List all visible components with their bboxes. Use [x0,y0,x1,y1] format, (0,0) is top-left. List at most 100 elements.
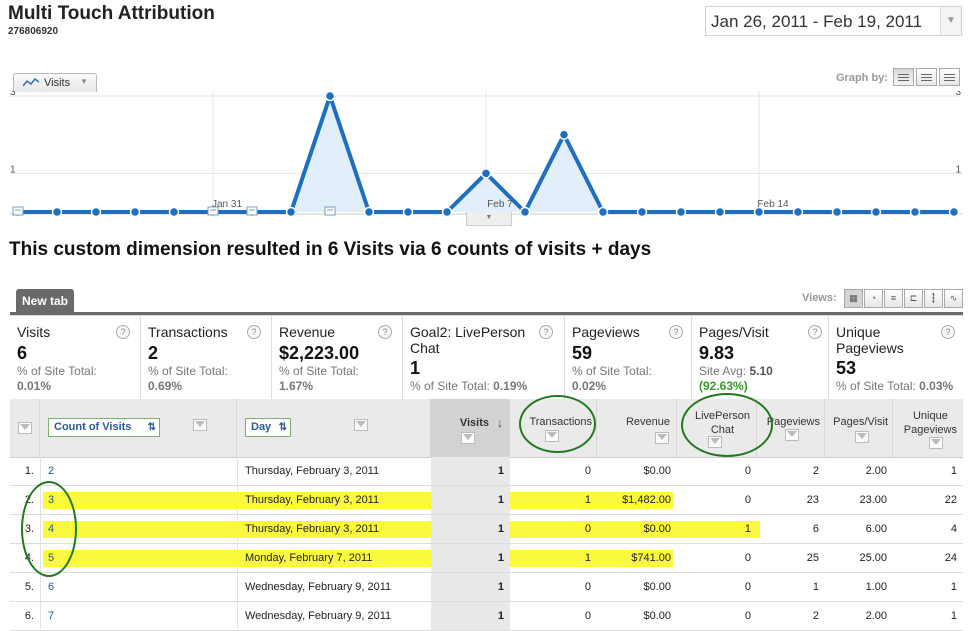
day-cell: Monday, February 7, 2011 [245,552,373,564]
data-point [441,206,453,218]
pie-view-icon[interactable]: ◔ [864,289,883,308]
scorecard-pageviews: Pageviews ? 59 % of Site Total: 0.02% [565,316,692,400]
help-icon[interactable]: ? [808,325,822,339]
count-of-visits-link[interactable]: 7 [48,610,55,622]
scorecard-label: Goal2: LivePerson Chat [410,324,526,356]
chart-area [18,96,954,212]
annotation-circle-transactions [519,395,596,453]
dimension-label: Count of Visits [54,421,132,433]
scorecard-sub: % of Site Total: [836,379,916,393]
help-icon[interactable]: ? [116,325,130,339]
count-of-visits-link[interactable]: 6 [48,581,55,593]
th-dimension-1: Count of Visits ⇅ [40,399,237,457]
data-point [363,206,375,218]
help-icon[interactable]: ? [378,325,392,339]
graph-by-day-button[interactable] [893,68,914,86]
table-row: 4. 5 Monday, February 7, 2011 1 1 $741.00 0 25 2… [10,544,963,573]
sort-icon[interactable] [929,437,943,449]
scorecard-revenue: Revenue ? $2,223.00 % of Site Total: 1.6… [272,316,403,400]
scorecard-sub: % of Site Total: [279,364,359,378]
liveperson-cell: 1 [744,523,751,535]
dimension-label: Day [251,421,272,433]
day-cell: Wednesday, February 9, 2011 [245,610,392,622]
sparkline-view-icon[interactable]: ∿ [944,289,963,308]
help-icon[interactable]: ? [669,325,683,339]
sort-icon[interactable] [354,419,368,431]
y-tick-label: 1 [10,164,16,175]
annotation-icon [12,206,24,216]
comparison-view-icon[interactable]: ┇ [924,289,943,308]
profile-id: 276806920 [8,26,59,37]
pages-per-visit-cell: 23.00 [859,494,887,506]
scorecard-label: Transactions [148,324,228,340]
data-point [870,206,882,218]
sort-icon[interactable] [193,419,207,431]
th-index [10,399,40,457]
scorecard-sub: % of Site Total: [572,364,652,378]
unique-pageviews-cell: 22 [944,494,957,506]
scorecard-label: Unique Pageviews [836,324,904,356]
row-index: 6. [24,610,34,622]
table-row: 1. 2 Thursday, February 3, 2011 1 0 $0.00 0 2 2.… [10,457,963,486]
visits-cell: 1 [431,573,510,601]
graph-by-month-button[interactable] [939,68,960,86]
pages-per-visit-cell: 1.00 [865,581,887,593]
th-pages-per-visit[interactable]: Pages/Visit [825,399,893,457]
data-point [90,206,102,218]
chevron-down-icon[interactable]: ▼ [940,7,961,35]
chevron-updown-icon: ⇅ [278,422,287,433]
column-label: Unique [912,410,948,422]
sort-icon[interactable] [855,431,869,443]
th-dimension-2: Day ⇅ [237,399,431,457]
data-point [948,206,960,218]
th-pageviews[interactable]: Pageviews [757,399,825,457]
sort-icon[interactable] [18,422,32,434]
pages-per-visit-cell: 25.00 [859,552,887,564]
chart-collapse-toggle[interactable]: ▼ [466,212,512,226]
sort-icon[interactable] [461,432,475,444]
unique-pageviews-cell: 1 [950,610,957,622]
graph-by-label: Graph by: [836,72,888,84]
dimension-select-count-of-visits[interactable]: Count of Visits ⇅ [48,418,160,437]
graph-by-week-button[interactable] [916,68,937,86]
metric-selector[interactable]: Visits ▼ [13,73,97,92]
bar-view-icon[interactable]: ≡ [884,289,903,308]
date-range-picker[interactable]: Jan 26, 2011 - Feb 19, 2011 ▼ [705,6,962,36]
table-row: 5. 6 Wednesday, February 9, 2011 1 0 $0.00 0 1 1… [10,573,963,602]
unique-pageviews-cell: 1 [950,465,957,477]
help-icon[interactable]: ? [539,325,553,339]
scorecard-percent: 0.03% [919,379,954,393]
dimension-select-day[interactable]: Day ⇅ [245,418,291,437]
th-revenue[interactable]: Revenue [597,399,677,457]
pivot-view-icon[interactable]: ⊏ [904,289,923,308]
scorecard-percent: (92.63%) [699,379,748,393]
pageviews-cell: 2 [812,465,819,477]
data-point [480,168,492,179]
scorecard-pages-per-visit: Pages/Visit ? 9.83 Site Avg: 5.10 (92.63… [692,316,829,400]
th-visits[interactable]: Visits ↓ [431,399,510,457]
day-cell: Thursday, February 3, 2011 [245,523,380,535]
transactions-cell: 0 [584,465,591,477]
tab-new[interactable]: New tab [16,289,74,313]
scorecard-sub: % of Site Total: [410,379,490,393]
table-view-icon[interactable]: ▦ [844,289,863,308]
count-of-visits-link[interactable]: 2 [48,465,55,477]
row-highlight [43,550,673,567]
visits-cell: 1 [431,544,510,572]
date-range-text: Jan 26, 2011 - Feb 19, 2011 [711,12,923,31]
help-icon[interactable]: ? [941,325,955,339]
th-unique-pageviews[interactable]: Unique Pageviews [893,399,963,457]
sort-icon[interactable] [655,432,669,444]
day-cell: Wednesday, February 9, 2011 [245,581,392,593]
transactions-cell: 0 [584,610,591,622]
data-point [831,206,843,218]
y-tick-label: 1 [955,164,961,175]
sort-icon[interactable] [785,429,799,441]
visits-cell: 1 [431,515,510,543]
liveperson-cell: 0 [744,610,751,622]
revenue-cell: $0.00 [643,523,671,535]
help-icon[interactable]: ? [247,325,261,339]
table-header: Count of Visits ⇅ Day ⇅ Visits ↓ Transac… [10,399,963,458]
visits-cell: 1 [431,486,510,514]
scorecard-sub: % of Site Total: [17,364,97,378]
